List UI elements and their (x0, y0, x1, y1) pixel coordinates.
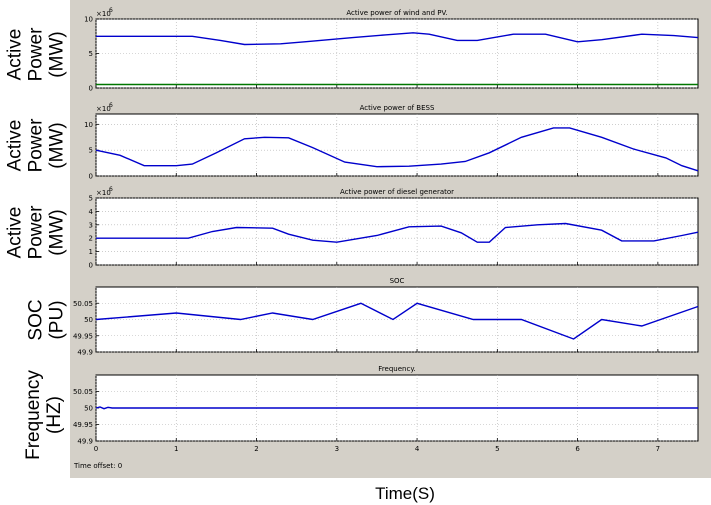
y-tick-label: 50 (84, 316, 93, 324)
x-tick-label: 0 (94, 445, 98, 453)
y-tick-label: 0 (89, 262, 93, 270)
y-axis-label-line: Active (4, 206, 26, 258)
x-tick-label: 3 (335, 445, 339, 453)
subplot-3: 0 1 2 3 4 5×106 Active power of diesel generat… (89, 186, 699, 270)
x-tick-label: 2 (254, 445, 258, 453)
y-axis-label-line: (MW) (46, 121, 68, 169)
y-axis-label-line: Power (25, 118, 47, 172)
y-tick-label: 0 (89, 85, 93, 93)
y-tick-label: 5 (89, 147, 93, 155)
y-tick-label: 49.95 (73, 421, 93, 429)
subplot-title: SOC (390, 277, 405, 285)
y-exponent: ×10 (96, 189, 111, 197)
y-tick-label: 50 (84, 405, 93, 413)
subplot-title: Frequency. (378, 365, 415, 373)
y-exponent-power: 6 (109, 7, 113, 14)
time-offset-value: 0 (117, 462, 123, 470)
axes-frame (95, 197, 699, 266)
series-line (95, 406, 698, 410)
y-tick-label: 49.95 (73, 332, 93, 340)
y-axis-label: SOC (PU) (25, 299, 67, 340)
subplot-1: 0 5 10×106 Active power of wind and PV. (84, 7, 699, 93)
y-tick-label: 49.9 (77, 349, 93, 357)
y-tick-label: 0 (89, 173, 93, 181)
y-axis-label: Frequency (HZ) (23, 370, 65, 460)
y-axis-label: Active Power (MW) (4, 205, 67, 259)
y-axis-label-line: Power (25, 27, 47, 81)
series-line (96, 222, 699, 243)
y-axis-label-line: Active (4, 28, 26, 80)
x-tick-label: 6 (575, 445, 580, 453)
subplot-title: Active power of BESS (360, 104, 435, 112)
time-offset-label: Time offset: (74, 462, 116, 470)
y-tick-label: 1 (89, 248, 93, 256)
y-axis-label: Active Power (MW) (4, 118, 67, 172)
x-tick-label: 5 (495, 445, 499, 453)
y-tick-label: 49.9 (77, 438, 93, 446)
y-tick-label: 10 (84, 16, 93, 24)
y-axis-label-line: SOC (25, 299, 47, 341)
y-tick-label: 5 (89, 195, 93, 203)
x-tick-label: 7 (656, 445, 660, 453)
subplot-5: 49.9 49.95 50 50.05 Frequency. 0 1 2 3 4 5 6 7 (73, 365, 699, 453)
subplot-title: Active power of wind and PV. (346, 9, 447, 17)
y-tick-label: 4 (89, 208, 94, 216)
series-line (96, 32, 699, 46)
y-axis-label-line: (MW) (46, 208, 68, 256)
time-offset: Time offset: 0 (74, 462, 122, 470)
y-axis-label-line: (MW) (46, 30, 68, 78)
y-tick-label: 2 (89, 235, 93, 243)
y-exponent-power: 6 (109, 186, 113, 193)
y-exponent-power: 6 (109, 102, 113, 109)
y-tick-label: 5 (89, 50, 93, 58)
y-axis-label-line: Active (4, 119, 26, 171)
y-exponent: ×10 (96, 10, 111, 18)
y-exponent: ×10 (96, 105, 111, 113)
y-axis-label-line: (HZ) (43, 396, 65, 434)
y-axis-label: Active Power (MW) (4, 27, 67, 81)
y-axis-label-line: Frequency (22, 370, 44, 460)
x-tick-label: 1 (174, 445, 178, 453)
subplot-4: 49.9 49.95 50 50.05 SOC (73, 277, 699, 357)
y-tick-label: 3 (89, 221, 93, 229)
series-line (95, 127, 699, 172)
y-axis-label-line: Power (25, 205, 47, 259)
x-axis-label: Time(S) (375, 484, 435, 503)
subplot-2: 0 5 10×106 Active power of BESS (84, 102, 699, 181)
series-line (95, 302, 699, 340)
subplot-title: Active power of diesel generator (340, 188, 454, 196)
y-tick-label: 50.05 (73, 388, 93, 396)
y-tick-label: 10 (84, 121, 93, 129)
x-tick-label: 4 (415, 445, 420, 453)
y-axis-label-line: (PU) (46, 300, 68, 340)
y-tick-label: 50.05 (73, 300, 93, 308)
